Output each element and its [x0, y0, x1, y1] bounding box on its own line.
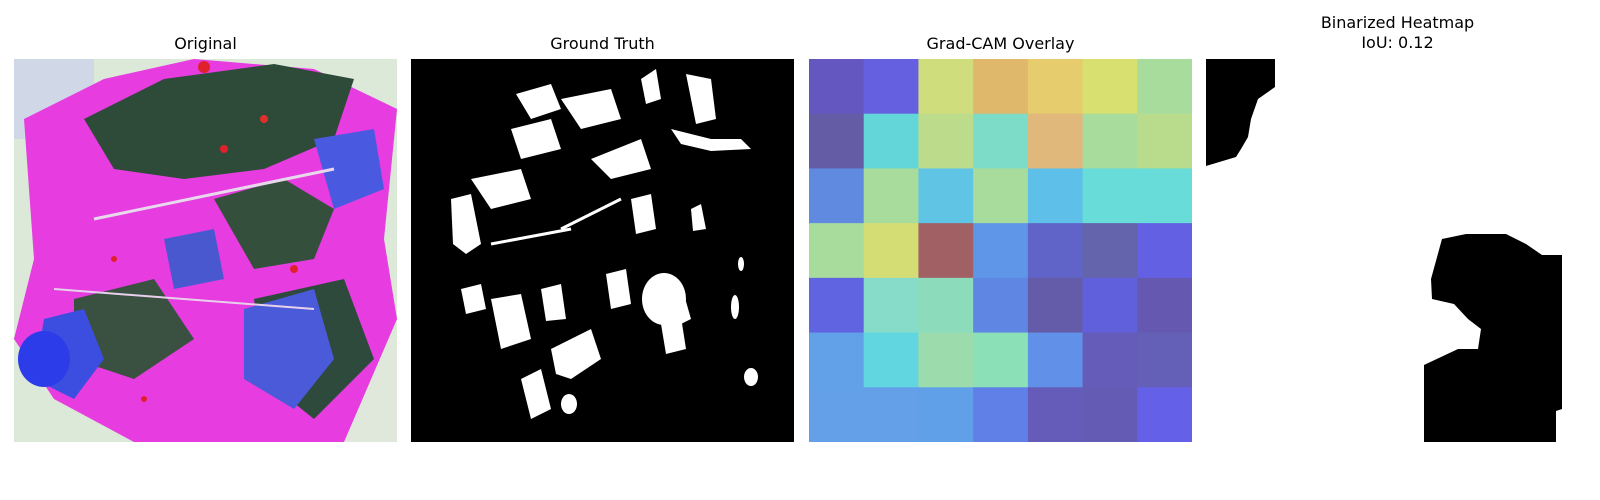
iou-score: IoU: 0.12 [1361, 33, 1434, 52]
gradcam-cell [1082, 59, 1138, 115]
gradcam-cell [1082, 277, 1138, 334]
gradcam-cell [918, 168, 974, 224]
gradcam-cell [918, 223, 974, 279]
gradcam-cell [973, 168, 1029, 224]
gradcam-cell [1137, 277, 1192, 334]
gradcam-cell [809, 332, 865, 388]
gradcam-cell [973, 223, 1029, 279]
gradcam-cell [1027, 59, 1084, 115]
gradcam-cell [918, 277, 974, 334]
ground-truth-mask [411, 59, 794, 442]
gradcam-cell [1027, 168, 1084, 224]
gradcam-cell [918, 387, 974, 442]
gradcam-cell [1027, 223, 1084, 279]
gradcam-cell [1082, 332, 1138, 388]
ground-truth-title: Ground Truth [550, 34, 655, 53]
gradcam-cell [1027, 113, 1084, 169]
gradcam-cell [809, 168, 865, 224]
gradcam-cell [1082, 387, 1138, 442]
gradcam-cell [1137, 168, 1192, 224]
binarized-title: Binarized Heatmap IoU: 0.12 [1206, 13, 1589, 53]
gradcam-cell [1137, 387, 1192, 442]
gradcam-cell [973, 277, 1029, 334]
gradcam-cell [1027, 332, 1084, 388]
gradcam-title: Grad-CAM Overlay [926, 34, 1075, 53]
gradcam-cell [1082, 223, 1138, 279]
gradcam-cell [809, 113, 865, 169]
gradcam-cell [1082, 168, 1138, 224]
gradcam-cell [918, 113, 974, 169]
gradcam-cell [1137, 223, 1192, 279]
gradcam-cell [863, 113, 919, 169]
original-title: Original [174, 34, 237, 53]
binarized-heatmap [1206, 59, 1589, 442]
gradcam-cell [1082, 113, 1138, 169]
gradcam-cell [863, 168, 919, 224]
original-image [14, 59, 397, 442]
gradcam-cell [973, 113, 1029, 169]
gradcam-cell [1137, 332, 1192, 388]
gradcam-cell [863, 332, 919, 388]
gradcam-cell [863, 59, 919, 115]
gradcam-cell [863, 277, 919, 334]
gradcam-cell [918, 332, 974, 388]
gradcam-cell [1137, 59, 1192, 115]
binarized-title-line1: Binarized Heatmap [1320, 13, 1475, 32]
gradcam-cell [1027, 277, 1084, 334]
gradcam-cell [863, 387, 919, 442]
gradcam-cell [809, 387, 865, 442]
gradcam-cell [973, 59, 1029, 115]
gradcam-cell [1027, 387, 1084, 442]
gradcam-cell [809, 277, 865, 334]
gradcam-cell [809, 59, 865, 115]
gradcam-cell [973, 332, 1029, 388]
gradcam-overlay [809, 59, 1192, 442]
gradcam-cell [973, 387, 1029, 442]
gradcam-grid [809, 59, 1192, 442]
gradcam-cell [863, 223, 919, 279]
gradcam-cell [809, 223, 865, 279]
gradcam-cell [918, 59, 974, 115]
gradcam-cell [1137, 113, 1192, 169]
